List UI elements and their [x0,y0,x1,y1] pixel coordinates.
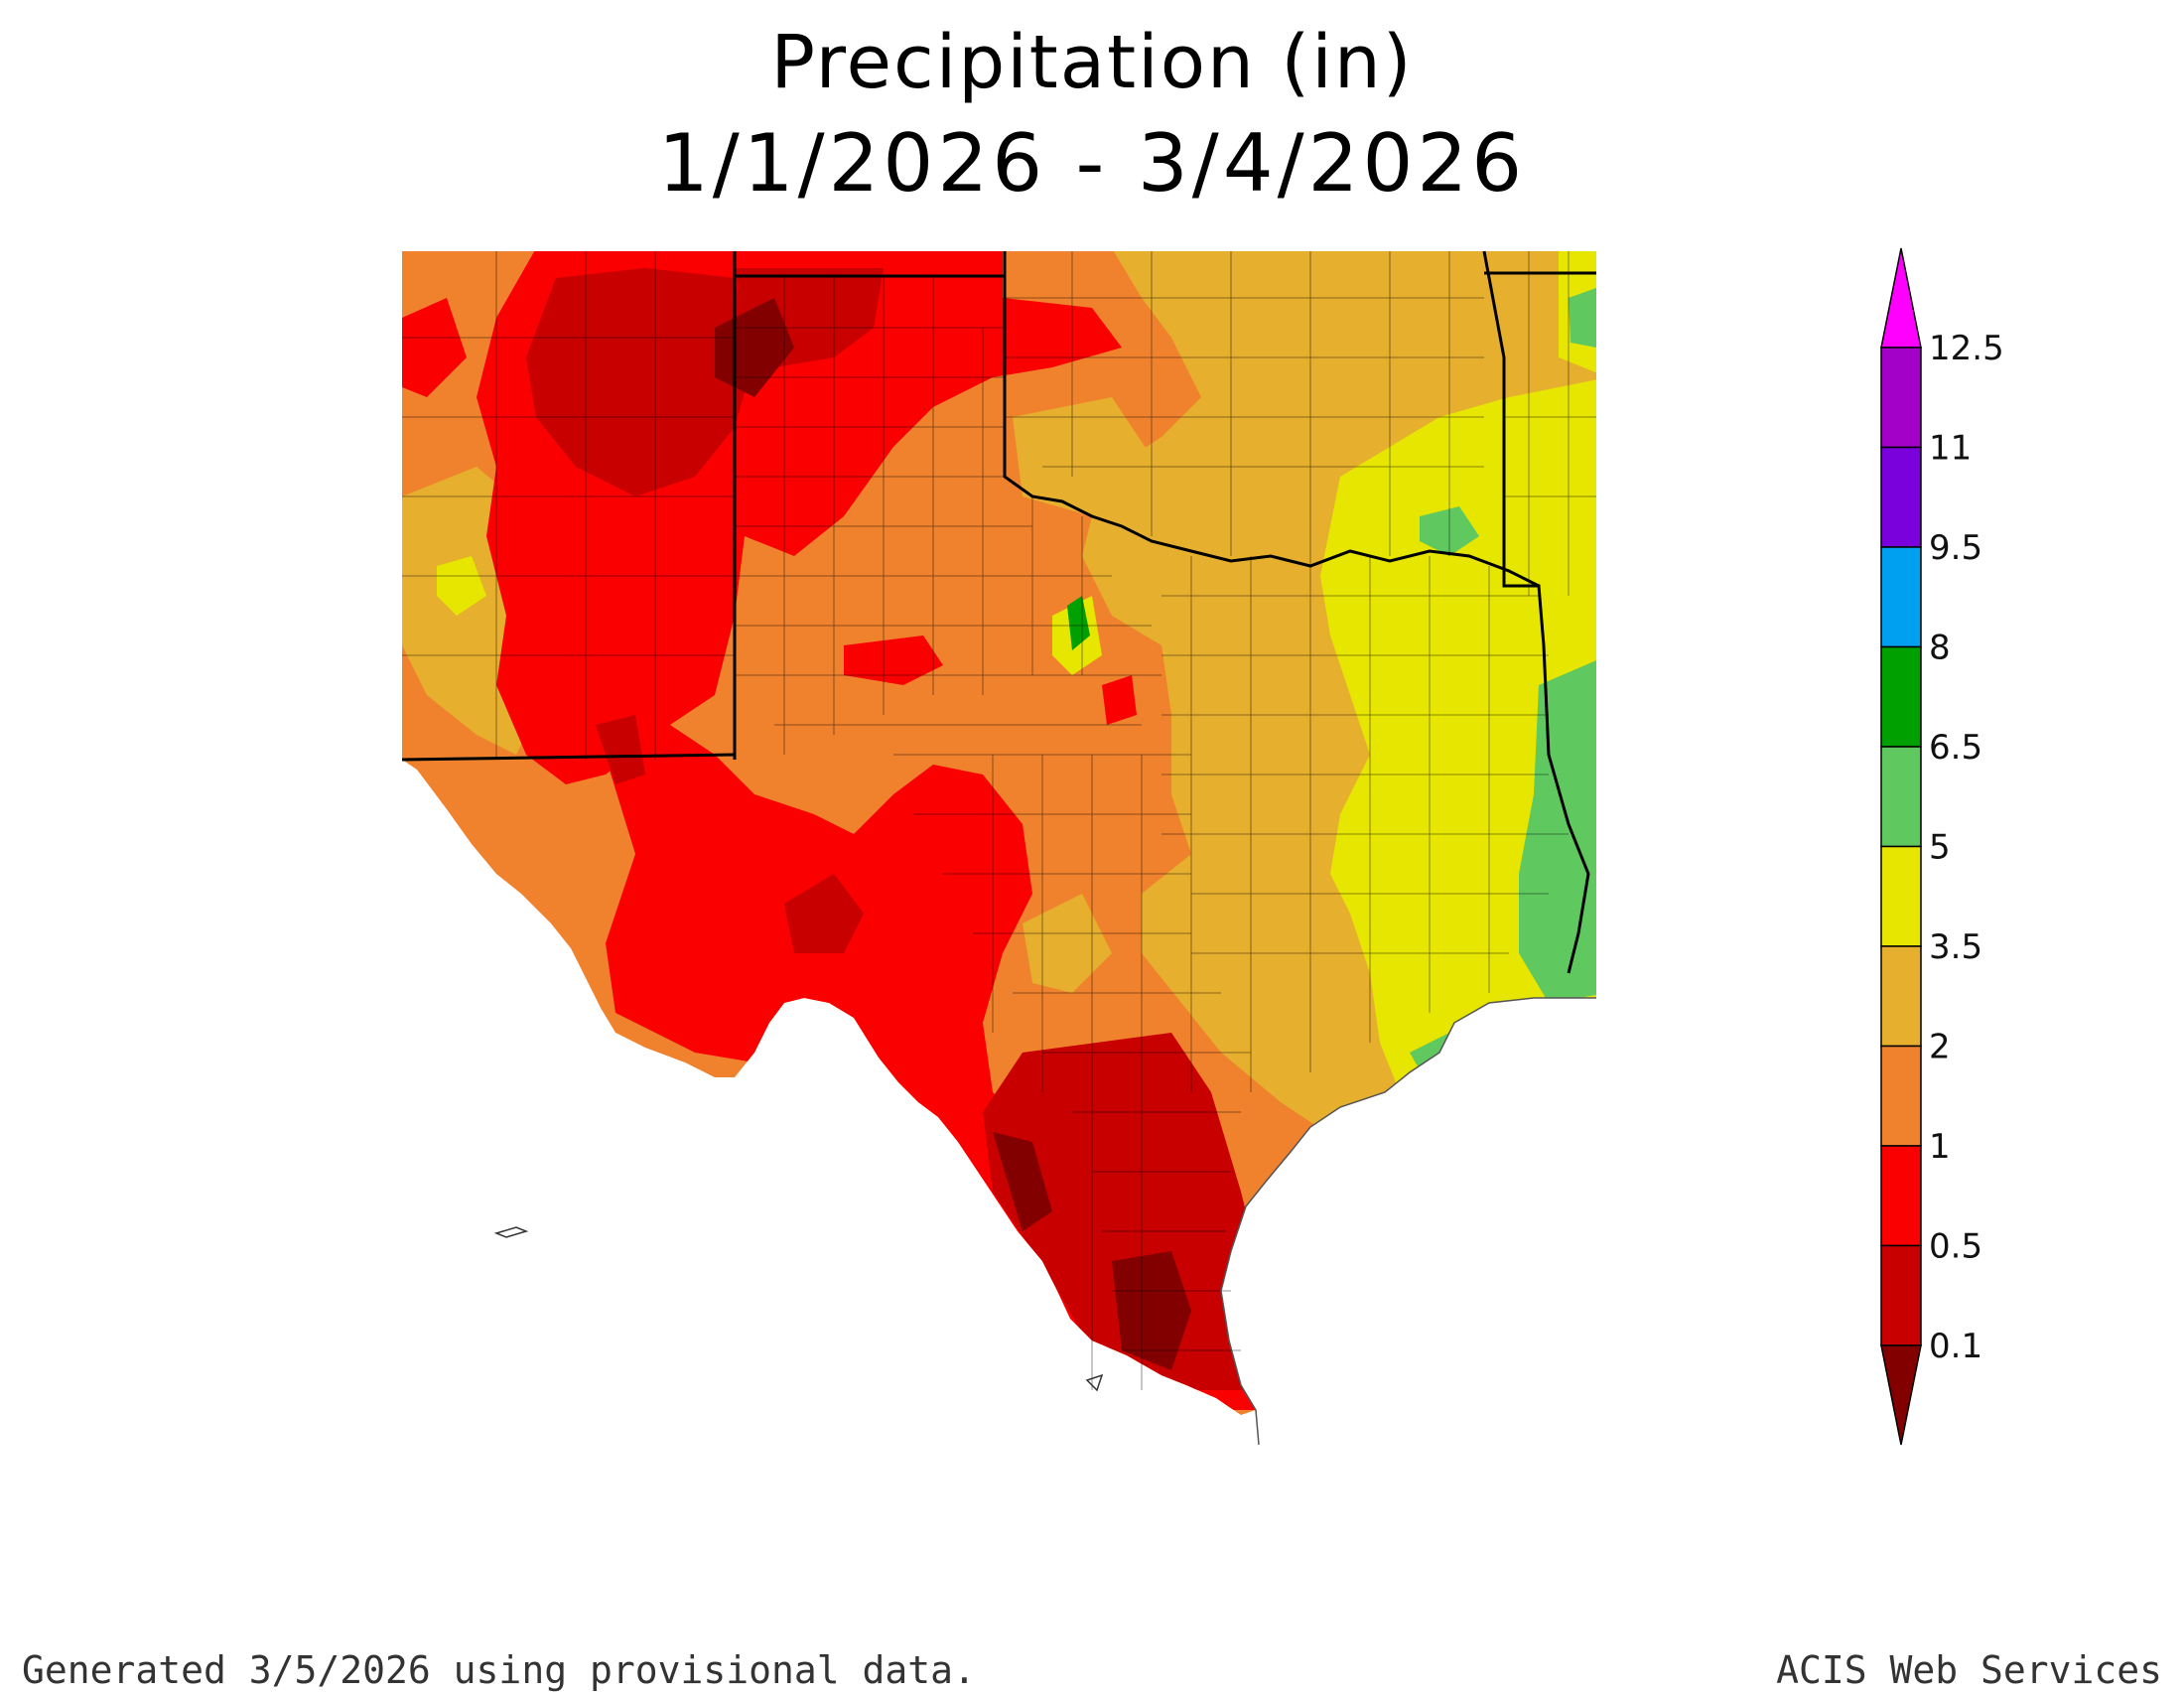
precipitation-legend: 12.5 11 9.5 8 6.5 5 3.5 2 1 0.5 0.1 [1880,247,2004,1446]
county-lines [402,251,1596,1390]
legend-tick-label: 12.5 [1929,329,2004,368]
state-boundaries [401,250,1596,974]
legend-bin [1880,446,1922,548]
legend-bin [1880,645,1922,748]
precip-zone-low-nw [402,298,467,397]
tx-ok-border [1003,251,1540,588]
precip-zone-wetter [1519,655,1596,1003]
island-outline [493,1226,529,1238]
legend-tick-label: 5 [1929,828,1951,868]
legend-bin-max [1880,247,1922,349]
data-source: ACIS Web Services [1776,1648,2162,1692]
precip-zone-verydry-rgv [993,1132,1052,1231]
legend-bin [1880,1045,1922,1147]
legend-bin-min [1880,1344,1922,1446]
tx-la-border [1482,250,1590,974]
precip-zone-wet-patch [437,556,486,616]
precip-zone-dry-bigbend [784,874,864,953]
legend-tick-label: 0.5 [1929,1227,1982,1267]
generated-note: Generated 3/5/2026 using provisional dat… [22,1648,976,1692]
precip-zone-mid-hill [1023,894,1112,993]
precip-zone-dry-nm [526,268,754,496]
precip-zone-wetter-ne [1569,288,1596,348]
legend-tick-label: 0.1 [1929,1327,1982,1366]
legend-bin [1880,945,1922,1048]
precip-zone-dry-south [983,1033,1261,1390]
precip-zone-low-central [844,635,943,685]
legend-bin [1880,746,1922,848]
legend-tick-label: 3.5 [1929,927,1982,967]
legend-tick-label: 1 [1929,1127,1951,1167]
legend-tick-label: 2 [1929,1028,1951,1067]
legend-bin [1880,546,1922,648]
precip-zone-dry-spot [596,715,645,784]
coastal-island [1085,1373,1104,1392]
legend-bin [1880,845,1922,947]
precip-zone-wettest-spot [1067,596,1090,650]
legend-tick-label: 9.5 [1929,528,1982,568]
legend-bin [1880,1145,1922,1247]
precip-zone-mid-patch [1013,397,1152,516]
legend-tick-label: 11 [1929,429,1972,469]
legend-bin [1880,1244,1922,1346]
map-date-range: 1/1/2026 - 3/4/2026 [657,117,1527,210]
gulf-coastline [1220,997,1596,1446]
legend-bin [1880,347,1922,449]
precip-zone-verydry-south [1112,1251,1191,1370]
map-title: Precipitation (in) [770,20,1414,105]
legend-tick-label: 8 [1929,629,1951,668]
legend-tick-label: 6.5 [1929,728,1982,768]
precipitation-field [402,251,1596,1415]
precip-zone-low-spot [1102,675,1137,725]
nm-mexico-border [401,753,736,762]
